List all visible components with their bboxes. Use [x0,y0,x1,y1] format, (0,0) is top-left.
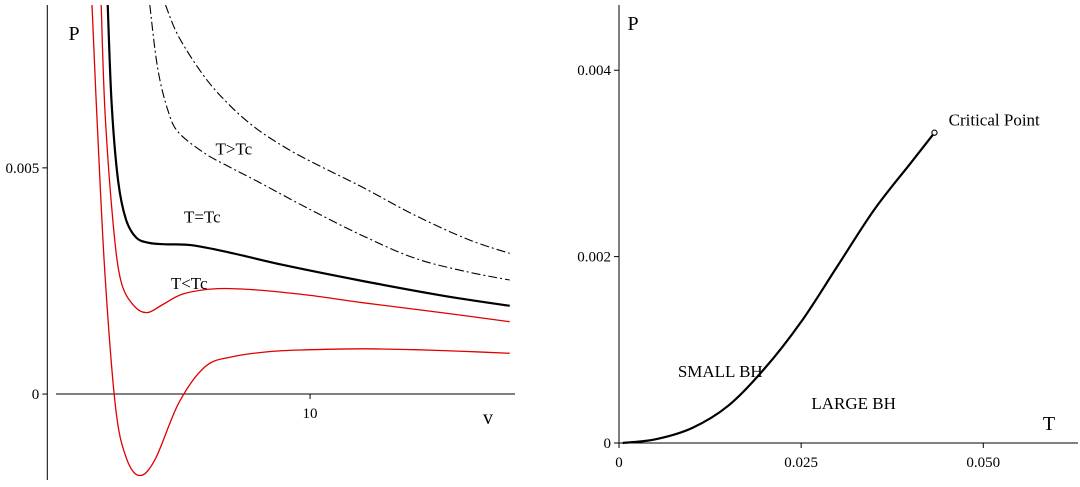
isotherm-line-4 [100,5,510,323]
annotation-label: Critical Point [949,111,1040,130]
x-axis-label: v [483,407,493,429]
annotation-label: LARGE BH [811,394,896,413]
y-tick-label: 0 [604,436,612,452]
x-tick-label: 0.025 [784,455,818,471]
isotherm-line-3 [106,5,510,307]
x-tick-label: 0.050 [966,455,1000,471]
isotherm-line-5 [91,5,510,477]
isotherm-line-1 [164,5,510,254]
critical-point-marker [931,129,938,136]
y-tick-label: 0 [32,387,40,403]
isotherm-lines [91,5,510,477]
y-tick-label: 0.005 [6,161,40,177]
x-axis-label: T [1043,413,1055,435]
annotation-label: T>Tc [215,139,252,158]
x-tick-label: 10 [303,406,318,422]
annotation-label: T<Tc [171,274,208,293]
x-tick-label: 0 [615,455,623,471]
isotherm-line-2 [149,5,510,281]
phase-diagram-chart: 0 0.002 0.004 0 0.025 0.050 P T Critical Point SM… [577,5,1078,471]
isotherm-chart: 0 0.005 10 Pv T>Tc T=Tc T<Tc [6,5,515,480]
y-axis-label: P [627,13,638,35]
y-tick-label: 0.004 [577,63,611,79]
annotation-label: SMALL BH [678,362,763,381]
y-tick-label: 0.002 [577,250,611,266]
coexistence-line [622,132,936,445]
y-axis-label: P [68,23,79,45]
annotation-label: T=Tc [184,207,221,226]
